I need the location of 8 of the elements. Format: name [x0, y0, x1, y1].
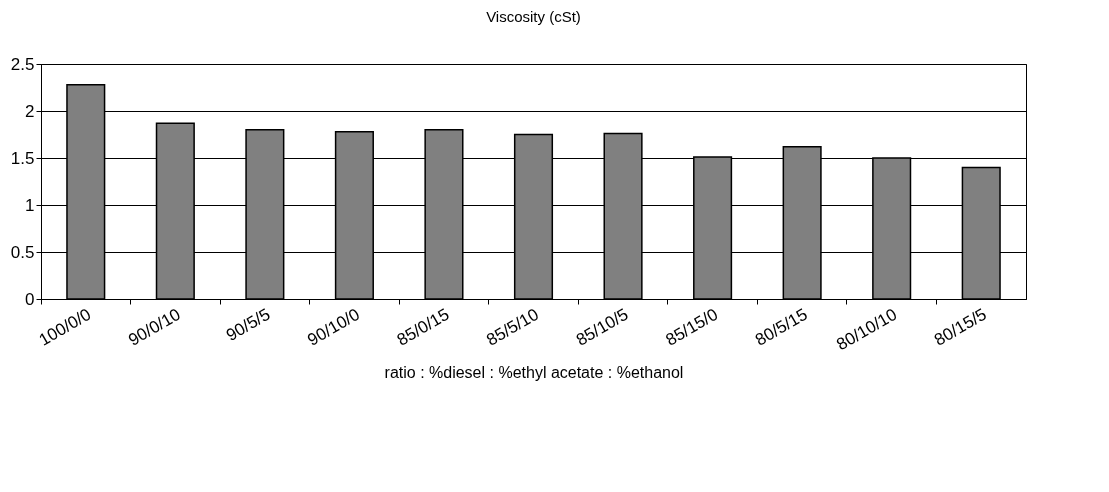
- chart-title: Viscosity (cSt): [486, 8, 581, 25]
- y-tick-label: 2: [25, 101, 35, 121]
- y-tick-label: 1.5: [10, 148, 35, 168]
- y-tick-label: 1: [25, 195, 35, 215]
- y-tick-label: 2.5: [10, 54, 35, 74]
- y-tick-label: 0.5: [10, 242, 35, 262]
- y-tick-label: 0: [25, 289, 35, 309]
- x-axis-title: ratio : %diesel : %ethyl acetate : %ethanol: [384, 364, 684, 382]
